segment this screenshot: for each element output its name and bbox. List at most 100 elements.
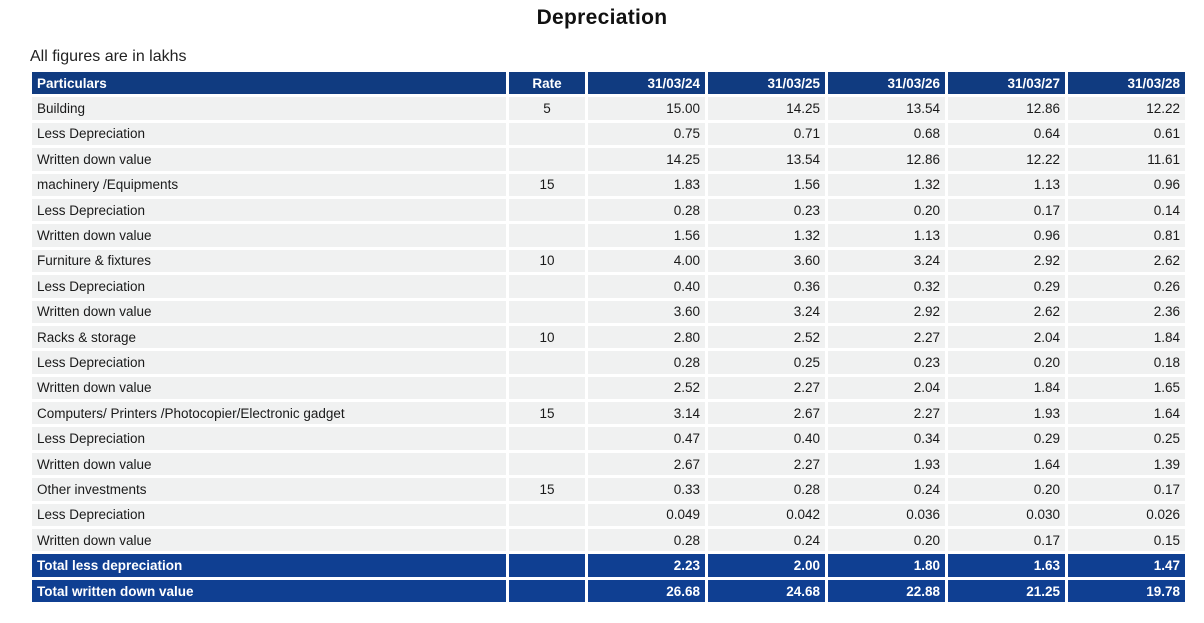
row-label: Written down value	[32, 300, 506, 323]
row-value: 0.23	[708, 198, 825, 222]
row-value: 26.68	[588, 579, 705, 603]
table-row: Racks & storage 10 2.80 2.52 2.27 2.04 1.84	[32, 325, 1185, 349]
row-value: 12.22	[1068, 97, 1185, 120]
table-total-row: Total written down value 26.68 24.68 22.88 2…	[32, 579, 1185, 603]
row-value: 1.64	[948, 452, 1065, 476]
row-value: 0.20	[828, 198, 945, 222]
table-row: Less Depreciation 0.049 0.042 0.036 0.030 0.0…	[32, 503, 1185, 527]
row-rate	[509, 579, 585, 603]
row-value: 0.20	[828, 529, 945, 552]
row-value: 1.63	[948, 554, 1065, 577]
row-rate	[509, 376, 585, 400]
row-value: 2.04	[948, 325, 1065, 349]
row-value: 0.17	[948, 529, 1065, 552]
row-value: 2.92	[828, 300, 945, 323]
table-row: Less Depreciation 0.28 0.23 0.20 0.17 0.14	[32, 198, 1185, 222]
row-value: 3.24	[708, 300, 825, 323]
table-row: Written down value 3.60 3.24 2.92 2.62 2.36	[32, 300, 1185, 323]
row-rate: 10	[509, 249, 585, 273]
row-value: 0.47	[588, 427, 705, 450]
row-value: 0.96	[1068, 173, 1185, 196]
row-value: 0.20	[948, 351, 1065, 374]
header-particulars: Particulars	[32, 72, 506, 95]
row-rate	[509, 351, 585, 374]
table-row: Written down value 2.67 2.27 1.93 1.64 1.39	[32, 452, 1185, 476]
row-rate	[509, 198, 585, 222]
row-value: 15.00	[588, 97, 705, 120]
table-row: Computers/ Printers /Photocopier/Electro…	[32, 402, 1185, 425]
row-value: 3.60	[708, 249, 825, 273]
row-value: 0.81	[1068, 224, 1185, 247]
table-row: Written down value 2.52 2.27 2.04 1.84 1.65	[32, 376, 1185, 400]
header-year-2027: 31/03/27	[948, 72, 1065, 95]
row-label: Total less depreciation	[32, 554, 506, 577]
row-value: 1.13	[828, 224, 945, 247]
row-value: 3.24	[828, 249, 945, 273]
row-value: 2.80	[588, 325, 705, 349]
row-label: Written down value	[32, 529, 506, 552]
row-value: 0.71	[708, 122, 825, 146]
row-value: 2.27	[708, 376, 825, 400]
row-value: 0.18	[1068, 351, 1185, 374]
row-value: 0.34	[828, 427, 945, 450]
row-value: 0.036	[828, 503, 945, 527]
row-label: Racks & storage	[32, 325, 506, 349]
row-value: 0.32	[828, 275, 945, 298]
row-value: 19.78	[1068, 579, 1185, 603]
row-value: 2.23	[588, 554, 705, 577]
header-rate: Rate	[509, 72, 585, 95]
row-value: 0.28	[588, 198, 705, 222]
row-value: 3.14	[588, 402, 705, 425]
row-value: 0.40	[708, 427, 825, 450]
row-rate	[509, 554, 585, 577]
row-value: 0.23	[828, 351, 945, 374]
row-value: 1.56	[588, 224, 705, 247]
row-value: 21.25	[948, 579, 1065, 603]
row-value: 0.61	[1068, 122, 1185, 146]
row-value: 0.36	[708, 275, 825, 298]
row-value: 2.67	[588, 452, 705, 476]
row-value: 12.22	[948, 148, 1065, 171]
header-year-2024: 31/03/24	[588, 72, 705, 95]
row-value: 1.93	[828, 452, 945, 476]
row-rate: 15	[509, 478, 585, 501]
row-value: 0.20	[948, 478, 1065, 501]
row-value: 24.68	[708, 579, 825, 603]
row-value: 0.25	[708, 351, 825, 374]
row-value: 3.60	[588, 300, 705, 323]
row-value: 2.36	[1068, 300, 1185, 323]
row-value: 1.84	[1068, 325, 1185, 349]
header-year-2028: 31/03/28	[1068, 72, 1185, 95]
row-value: 2.27	[828, 325, 945, 349]
table-row: Written down value 14.25 13.54 12.86 12.22 11…	[32, 148, 1185, 171]
row-rate	[509, 275, 585, 298]
row-value: 13.54	[828, 97, 945, 120]
row-label: Written down value	[32, 376, 506, 400]
row-rate	[509, 529, 585, 552]
table-row: Less Depreciation 0.40 0.36 0.32 0.29 0.26	[32, 275, 1185, 298]
row-label: machinery /Equipments	[32, 173, 506, 196]
row-value: 2.27	[828, 402, 945, 425]
row-value: 0.96	[948, 224, 1065, 247]
row-value: 2.62	[948, 300, 1065, 323]
row-label: Written down value	[32, 148, 506, 171]
row-value: 1.47	[1068, 554, 1185, 577]
row-label: Written down value	[32, 452, 506, 476]
row-value: 2.92	[948, 249, 1065, 273]
table-row: Written down value 1.56 1.32 1.13 0.96 0.81	[32, 224, 1185, 247]
row-value: 1.32	[828, 173, 945, 196]
row-value: 2.52	[708, 325, 825, 349]
row-value: 12.86	[948, 97, 1065, 120]
row-value: 0.14	[1068, 198, 1185, 222]
row-value: 0.64	[948, 122, 1065, 146]
row-value: 11.61	[1068, 148, 1185, 171]
row-value: 13.54	[708, 148, 825, 171]
table-total-row: Total less depreciation 2.23 2.00 1.80 1.63 1…	[32, 554, 1185, 577]
row-rate: 5	[509, 97, 585, 120]
table-row: Other investments 15 0.33 0.28 0.24 0.20 0.17	[32, 478, 1185, 501]
row-label: Building	[32, 97, 506, 120]
table-row: Written down value 0.28 0.24 0.20 0.17 0.15	[32, 529, 1185, 552]
row-value: 14.25	[708, 97, 825, 120]
row-label: Less Depreciation	[32, 198, 506, 222]
table-body: Building 5 15.00 14.25 13.54 12.86 12.22 Less D…	[32, 97, 1185, 603]
